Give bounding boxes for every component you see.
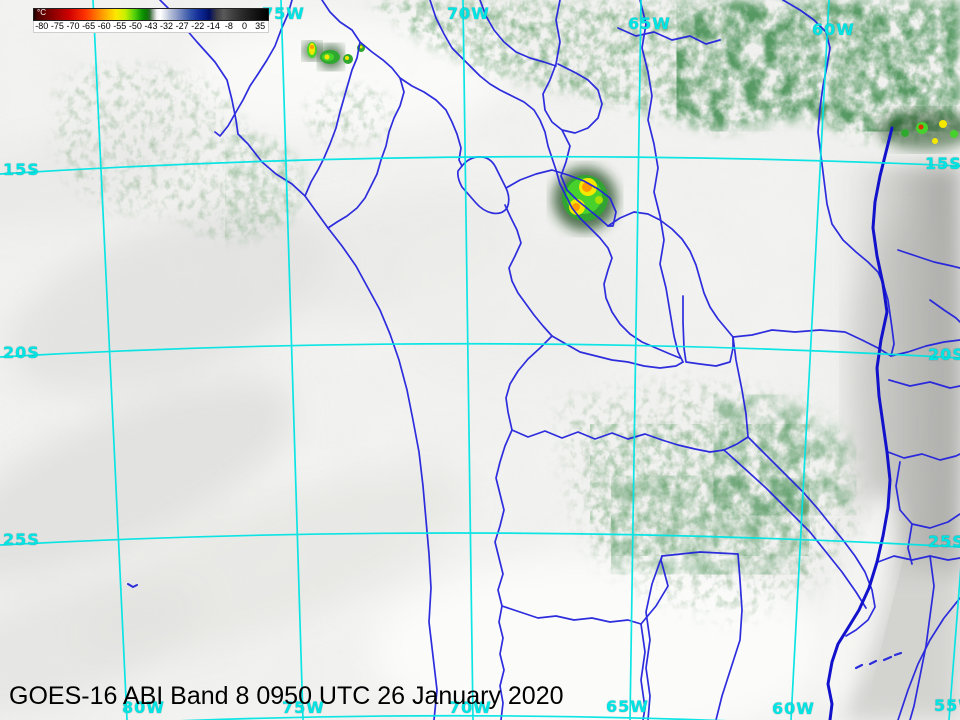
grid-label-bottom-65w: 65W bbox=[606, 697, 649, 716]
colorbar-tick: -75 bbox=[50, 21, 64, 31]
paraguay-river bbox=[826, 126, 894, 720]
grid-label-top-75w: 75W bbox=[262, 4, 305, 23]
meridian-60w bbox=[790, 0, 830, 720]
colorbar-tick-labels: -80 -75 -70 -65 -60 -55 -50 -43 -32 -27 … bbox=[33, 21, 269, 33]
grid-label-bottom-80w: 80W bbox=[122, 698, 165, 717]
colorbar-tick: -65 bbox=[82, 21, 96, 31]
grid-label-bottom-70w: 70W bbox=[449, 698, 492, 717]
image-caption: GOES-16 ABI Band 8 0950 UTC 26 January 2… bbox=[9, 682, 564, 710]
grid-label-right-25s: 25S bbox=[928, 532, 960, 551]
colorbar-gradient: °C bbox=[33, 8, 269, 21]
grid-label-left-20s: 20S bbox=[3, 343, 40, 362]
temperature-colorbar: °C -80 -75 -70 -65 -60 -55 -50 -43 -32 -… bbox=[33, 8, 269, 33]
grid-label-top-60w: 60W bbox=[812, 20, 855, 39]
storm-cell-cluster bbox=[303, 42, 365, 69]
colorbar-tick: -80 bbox=[35, 21, 49, 31]
storm-cell-band-east bbox=[877, 110, 960, 150]
colorbar-tick: -60 bbox=[97, 21, 111, 31]
grid-label-right-20s: 20S bbox=[928, 345, 960, 364]
colorbar-tick: 0 bbox=[242, 21, 248, 31]
colorbar-tick: 35 bbox=[255, 21, 266, 31]
colorbar-unit-label: °C bbox=[37, 8, 46, 17]
colorbar-tick: -70 bbox=[66, 21, 80, 31]
parallel-20s bbox=[0, 342, 960, 359]
grid-label-bottom-75w: 75W bbox=[282, 698, 325, 717]
meridian-65w bbox=[629, 0, 642, 720]
meridian-80w bbox=[92, 0, 128, 720]
colorbar-tick: -43 bbox=[144, 21, 158, 31]
meridian-70w bbox=[462, 0, 474, 720]
country-borders bbox=[127, 0, 960, 720]
parallel-15s bbox=[0, 155, 960, 175]
parallel-25s bbox=[0, 532, 960, 548]
grid-label-top-70w: 70W bbox=[447, 4, 490, 23]
grid-label-bottom-55w: 55W bbox=[934, 696, 960, 715]
colorbar-tick: -32 bbox=[160, 21, 174, 31]
storm-cell-main bbox=[553, 167, 617, 231]
colorbar-tick: -55 bbox=[113, 21, 127, 31]
grid-label-bottom-60w: 60W bbox=[772, 699, 815, 718]
grid-label-right-15s: 15S bbox=[925, 154, 960, 173]
colorbar-tick: -27 bbox=[175, 21, 189, 31]
colorbar-tick: -14 bbox=[206, 21, 220, 31]
colorbar-tick: -50 bbox=[128, 21, 142, 31]
meridian-75w bbox=[280, 0, 304, 720]
colorbar-tick: -8 bbox=[224, 21, 233, 31]
grid-label-top-65w: 65W bbox=[628, 14, 671, 33]
grid-label-left-15s: 15S bbox=[3, 160, 40, 179]
river-islands bbox=[854, 651, 903, 670]
parallel-30s bbox=[180, 714, 728, 720]
colorbar-tick: -22 bbox=[191, 21, 205, 31]
meridian-55w bbox=[948, 567, 960, 720]
grid-label-left-25s: 25S bbox=[3, 530, 40, 549]
